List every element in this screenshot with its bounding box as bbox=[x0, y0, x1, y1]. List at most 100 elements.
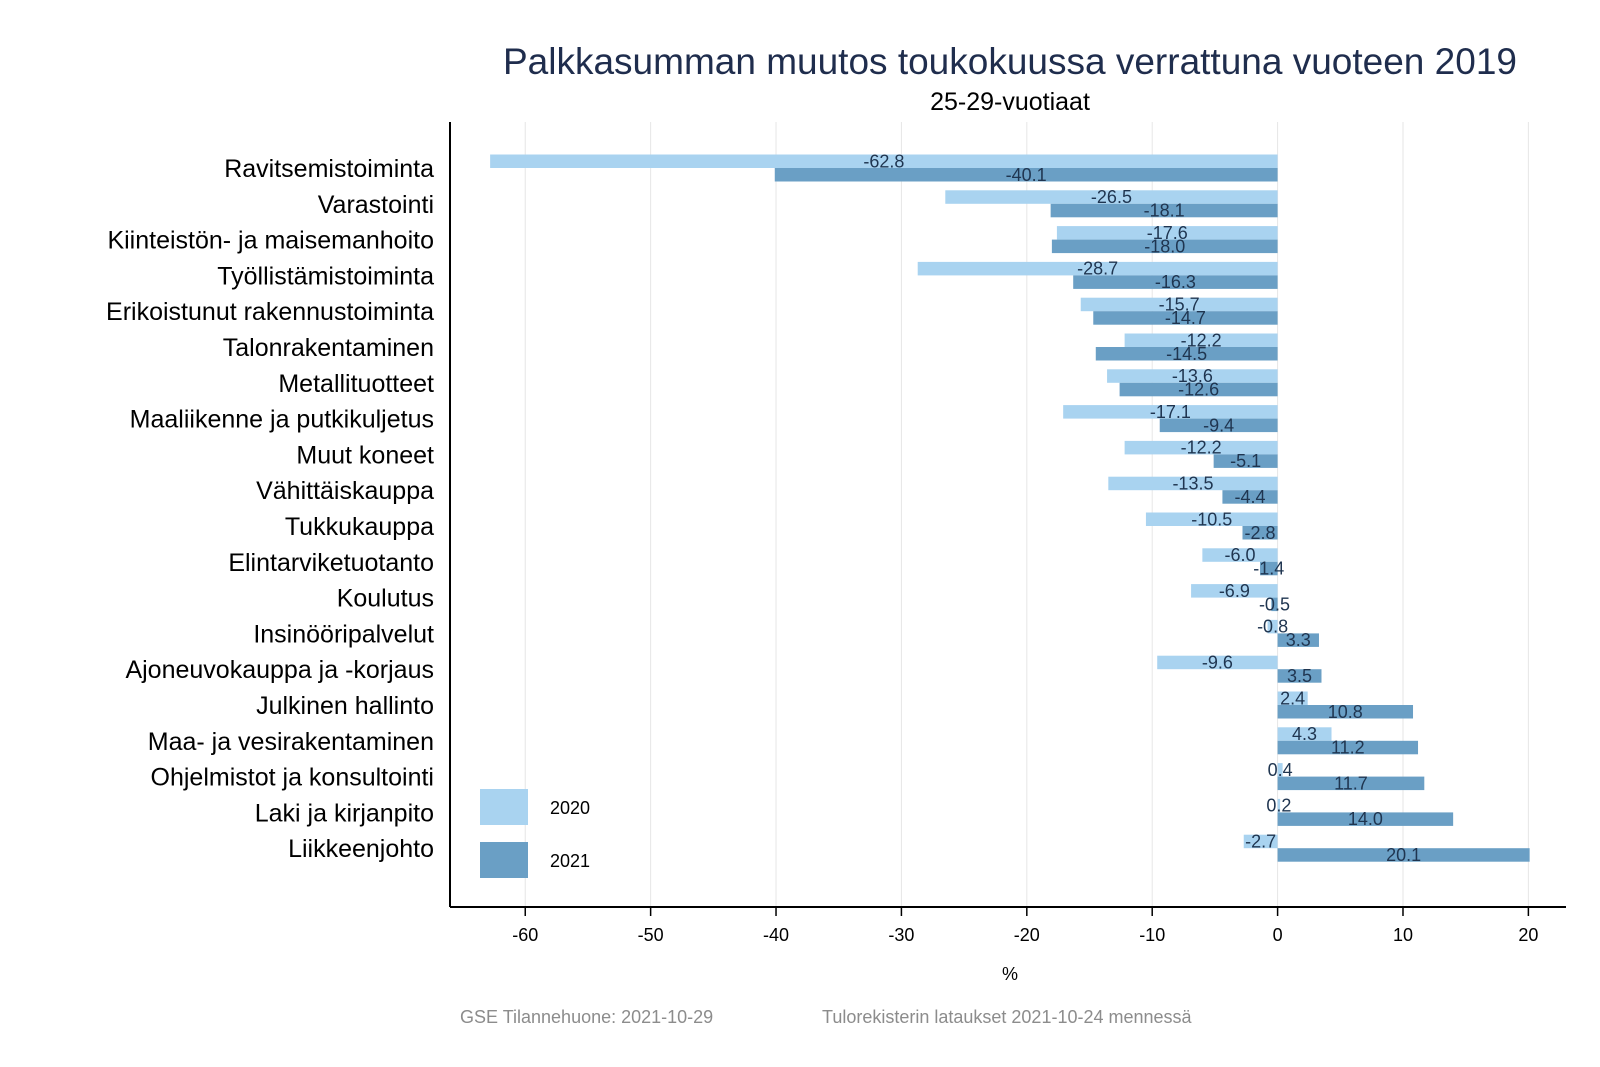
bar-2020 bbox=[1124, 333, 1278, 347]
data-label-2020: -26.5 bbox=[1091, 187, 1132, 207]
data-label-2021: 3.5 bbox=[1287, 666, 1312, 686]
legend-label-2021: 2021 bbox=[550, 851, 590, 871]
category-label: Vähittäiskauppa bbox=[256, 477, 434, 505]
data-label-2020: 4.3 bbox=[1292, 724, 1317, 744]
data-label-2020: -12.2 bbox=[1181, 330, 1222, 350]
bar-2021 bbox=[1051, 239, 1278, 254]
category-label: Maa- ja vesirakentaminen bbox=[148, 728, 434, 756]
bar-2021 bbox=[1277, 633, 1319, 647]
data-label-2021: -0.5 bbox=[1259, 594, 1290, 614]
category-label: Muut koneet bbox=[296, 441, 434, 469]
data-label-2020: -17.6 bbox=[1147, 223, 1188, 243]
bar-2020 bbox=[1202, 548, 1278, 562]
data-label-2020: -6.9 bbox=[1219, 581, 1250, 601]
x-tick-label: -40 bbox=[763, 925, 789, 945]
x-tick-label: -50 bbox=[638, 925, 664, 945]
data-label-2020: -10.5 bbox=[1191, 509, 1232, 529]
bar-2020 bbox=[1157, 655, 1278, 670]
category-label: Varastointi bbox=[318, 191, 434, 219]
footer-note: Tulorekisterin lataukset 2021-10-24 menn… bbox=[822, 1007, 1193, 1027]
data-label-2020: 0.4 bbox=[1268, 760, 1293, 780]
bar-2021 bbox=[1095, 347, 1278, 361]
bar-2020 bbox=[1267, 619, 1278, 634]
data-label-2020: 0.2 bbox=[1266, 796, 1291, 816]
bar-2020 bbox=[1056, 226, 1278, 240]
bar-2020 bbox=[1277, 727, 1332, 741]
legend: 2020 2021 bbox=[480, 789, 590, 878]
data-label-2021: -14.7 bbox=[1165, 308, 1206, 328]
data-label-2021: -18.1 bbox=[1144, 201, 1185, 221]
data-label-2020: -15.7 bbox=[1159, 294, 1200, 314]
category-label: Ravitsemistoiminta bbox=[224, 155, 434, 183]
category-label: Ohjelmistot ja konsultointi bbox=[151, 764, 434, 792]
data-label-2021: -16.3 bbox=[1155, 272, 1196, 292]
bar-2021 bbox=[1242, 526, 1278, 540]
bar-2020 bbox=[1277, 798, 1281, 813]
bar-2021 bbox=[1093, 311, 1278, 325]
bar-2021 bbox=[1159, 418, 1278, 433]
data-label-2021: -5.1 bbox=[1230, 451, 1261, 471]
data-label-2021: -40.1 bbox=[1006, 165, 1047, 185]
category-labels: Ravitsemistoiminta Varastointi Kiinteistön… bbox=[106, 155, 434, 863]
bar-2020 bbox=[1124, 440, 1278, 455]
data-label-2020: 2.4 bbox=[1280, 688, 1305, 708]
category-label: Metallituotteet bbox=[278, 370, 434, 398]
data-label-2021: 3.3 bbox=[1286, 630, 1311, 650]
chart-title: Palkkasumman muutos toukokuussa verrattu… bbox=[503, 41, 1517, 82]
legend-swatch-2020 bbox=[480, 789, 528, 825]
data-label-2021: 11.2 bbox=[1331, 738, 1365, 758]
bars bbox=[490, 154, 1530, 862]
category-label: Erikoistunut rakennustoiminta bbox=[106, 298, 434, 326]
data-label-2021: -9.4 bbox=[1203, 415, 1234, 435]
x-tick-label: -20 bbox=[1014, 925, 1040, 945]
data-label-2020: -6.0 bbox=[1224, 545, 1255, 565]
bar-2021 bbox=[1277, 705, 1414, 719]
bar-2021 bbox=[1277, 669, 1322, 683]
bar-2020 bbox=[1107, 369, 1278, 383]
bar-2020 bbox=[1243, 834, 1278, 849]
bar-2021 bbox=[1277, 812, 1454, 826]
x-tick-label: 10 bbox=[1393, 925, 1413, 945]
data-label-2021: 10.8 bbox=[1328, 702, 1363, 722]
bar-2021 bbox=[1119, 382, 1278, 397]
data-label-2020: -9.6 bbox=[1202, 652, 1233, 672]
legend-swatch-2021 bbox=[480, 842, 528, 878]
bar-2020 bbox=[1277, 691, 1308, 705]
bar-2020 bbox=[1145, 512, 1278, 526]
data-label-2020: -17.1 bbox=[1150, 402, 1191, 422]
x-tick-label: -60 bbox=[512, 925, 538, 945]
bar-2020 bbox=[917, 261, 1278, 276]
bar-2020 bbox=[1063, 405, 1278, 419]
bar-2021 bbox=[774, 168, 1278, 182]
data-label-2020: -2.7 bbox=[1245, 831, 1276, 851]
bar-2020 bbox=[490, 154, 1278, 168]
x-axis-ticks: -60 -50 -40 -30 -20 -10 0 10 20 bbox=[512, 907, 1538, 945]
data-label-2020: -13.6 bbox=[1172, 366, 1213, 386]
data-label-2021: -2.8 bbox=[1245, 523, 1276, 543]
category-label: Maaliikenne ja putkikuljetus bbox=[130, 406, 434, 434]
bar-2021 bbox=[1277, 848, 1530, 862]
data-label-2021: -4.4 bbox=[1234, 487, 1265, 507]
bar-2021 bbox=[1260, 561, 1278, 576]
x-tick-label: 20 bbox=[1518, 925, 1538, 945]
x-axis-title: % bbox=[1002, 964, 1018, 984]
data-label-2020: -62.8 bbox=[863, 151, 904, 171]
category-label: Työllistämistoiminta bbox=[217, 262, 434, 290]
bar-2020 bbox=[1080, 297, 1278, 312]
category-label: Ajoneuvokauppa ja -korjaus bbox=[125, 656, 434, 684]
chart-subtitle: 25-29-vuotiaat bbox=[930, 88, 1090, 116]
bar-2021 bbox=[1277, 740, 1419, 755]
data-label-2021: 14.0 bbox=[1348, 809, 1383, 829]
bar-2021 bbox=[1271, 597, 1278, 612]
data-label-2021: 11.7 bbox=[1334, 773, 1368, 793]
legend-label-2020: 2020 bbox=[550, 798, 590, 818]
data-label-2021: -14.5 bbox=[1166, 344, 1207, 364]
data-label-2021: -1.4 bbox=[1253, 559, 1284, 579]
bar-2021 bbox=[1213, 454, 1278, 468]
bar-2020 bbox=[945, 190, 1278, 204]
category-label: Elintarviketuotanto bbox=[228, 549, 434, 577]
category-label: Insinööripalvelut bbox=[253, 620, 434, 648]
bar-2021 bbox=[1222, 490, 1278, 504]
data-labels: -62.8 -40.1 -26.5 -18.1-17.6-18.0 -28.7 -16.3… bbox=[863, 151, 1421, 865]
bar-2021 bbox=[1073, 275, 1278, 289]
